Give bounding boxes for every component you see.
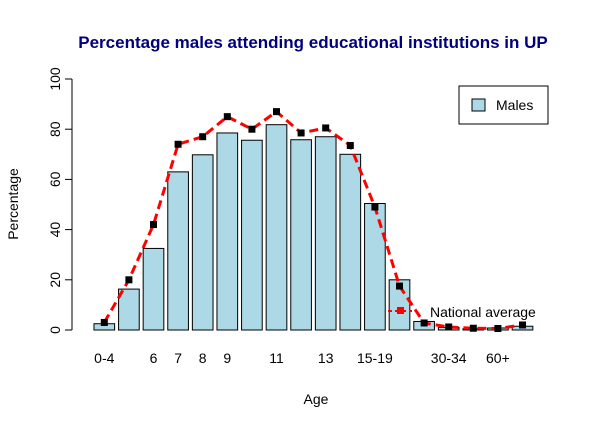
y-tick-label: 80 [47,121,63,137]
bar-14 [339,153,362,331]
legend: Males [458,85,549,125]
avg-point-5 [125,276,133,284]
x-tick-label-6: 6 [150,350,158,366]
avg-point-14 [346,142,354,150]
avg-point-20-24 [396,282,403,290]
y-tick-label: 40 [47,222,63,238]
x-tick-label-0-4: 0-4 [94,350,114,366]
y-tick-label: 100 [47,67,63,91]
annotation-label: National average [430,304,536,320]
x-tick-label-60+: 60+ [486,350,510,366]
x-tick-label-7: 7 [174,350,182,366]
avg-point-15-19 [371,203,379,211]
avg-point-10 [248,125,256,133]
avg-point-NA [519,321,526,329]
bar-9 [216,132,239,331]
x-tick-label-15-19: 15-19 [357,350,393,366]
legend-label-males: Males [496,97,533,113]
bar-13 [314,136,337,331]
y-tick-label: 0 [47,326,63,334]
national-average-line [100,108,526,332]
y-tick-label: 60 [47,171,63,187]
bar-6 [142,247,165,331]
bar-7 [167,171,189,331]
bar-11 [265,124,288,331]
avg-point-13 [322,124,330,132]
national-average-annotation: National average [388,304,536,320]
annotation-marker [397,307,404,314]
y-axis: 0 20 40 60 80 100 [47,67,73,334]
avg-point-12 [297,129,305,137]
avg-point-30-34 [445,323,453,331]
bar-8 [191,154,214,331]
bar-10 [241,139,263,331]
x-tick-label-11: 11 [269,350,284,366]
y-axis-label: Percentage [5,168,21,240]
x-tick-label-9: 9 [223,350,231,366]
avg-point-6 [150,221,157,229]
avg-point-35-59 [469,324,477,332]
avg-point-60+ [494,324,502,332]
bars [93,124,534,331]
bar-5 [118,288,140,331]
x-tick-label-13: 13 [318,350,334,366]
avg-point-25-29 [420,319,428,327]
avg-point-7 [174,140,182,148]
avg-point-11 [273,108,280,116]
x-axis-label: Age [304,391,329,407]
x-tick-label-30-34: 30-34 [431,350,467,366]
legend-swatch-males [471,98,486,112]
y-tick-label: 20 [47,272,63,288]
bar-12 [290,139,312,331]
avg-point-8 [199,133,207,141]
avg-point-0-4 [100,318,108,326]
chart-title: Percentage males attending educational i… [78,33,547,52]
avg-point-9 [223,113,231,121]
national-average-polyline [103,109,523,330]
x-tick-label-8: 8 [199,350,207,366]
x-axis-tick-labels: 0-4 6 7 8 9 11 13 15-19 30-34 60+ [94,350,510,366]
bar-15-19 [364,202,386,331]
